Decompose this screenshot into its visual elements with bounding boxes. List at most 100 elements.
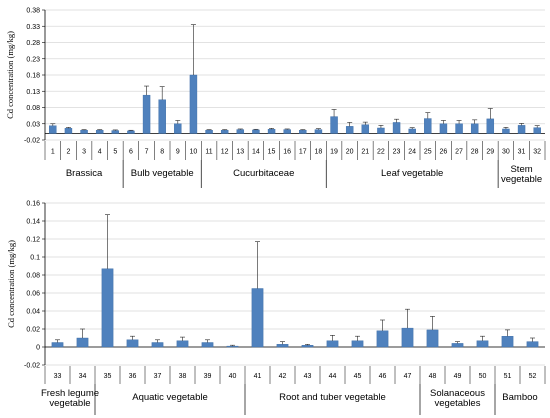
x-tick-label: 37 bbox=[154, 373, 162, 380]
x-tick-label: 46 bbox=[379, 373, 387, 380]
x-tick-label: 26 bbox=[440, 149, 448, 156]
x-tick-label: 14 bbox=[252, 149, 260, 156]
bar bbox=[476, 340, 489, 348]
bar bbox=[470, 123, 479, 134]
bar bbox=[426, 329, 439, 348]
y-tick-label: 0 bbox=[36, 345, 40, 352]
y-tick-label: -0.02 bbox=[24, 363, 40, 370]
bar bbox=[455, 123, 463, 134]
bar bbox=[408, 128, 416, 134]
y-tick-label: 0.04 bbox=[26, 309, 40, 316]
bar bbox=[392, 122, 401, 134]
x-tick-label: 27 bbox=[455, 149, 463, 156]
bar bbox=[361, 124, 370, 134]
y-tick-label: 0.06 bbox=[26, 291, 40, 298]
top-chart: 0.38 0.33 0.28 0.23 0.18 0.13 0.08 0.03 -0.02 Cd … bbox=[5, 8, 546, 188]
x-tick-label: 47 bbox=[404, 373, 412, 380]
x-tick-label: 52 bbox=[529, 373, 537, 380]
bar bbox=[439, 123, 448, 134]
bar bbox=[351, 340, 364, 348]
x-tick-label: 51 bbox=[504, 373, 512, 380]
x-tick-label: 20 bbox=[346, 149, 354, 156]
y-tick-label: 0.08 bbox=[26, 273, 40, 280]
bar bbox=[517, 125, 526, 134]
group-label: Leaf vegetable bbox=[381, 168, 443, 179]
bar bbox=[424, 118, 432, 134]
x-tick-label: 32 bbox=[533, 149, 541, 156]
group-label: Bulb vegetable bbox=[131, 168, 194, 179]
x-tick-label: 17 bbox=[299, 149, 307, 156]
x-tick-label: 31 bbox=[518, 149, 526, 156]
y-tick-label: 0.28 bbox=[26, 40, 40, 47]
bar bbox=[151, 342, 164, 348]
group-label: Brassica bbox=[66, 168, 103, 179]
x-tick-label: 35 bbox=[104, 373, 112, 380]
bar bbox=[314, 129, 323, 134]
x-tick-label: 36 bbox=[129, 373, 137, 380]
bar bbox=[101, 268, 114, 348]
x-tick-label: 34 bbox=[79, 373, 87, 380]
bar bbox=[174, 123, 182, 134]
bar bbox=[377, 127, 385, 134]
bar bbox=[51, 342, 64, 348]
bar bbox=[451, 343, 464, 348]
x-tick-label: 22 bbox=[377, 149, 385, 156]
x-tick-label: 13 bbox=[236, 149, 244, 156]
group-label: Bamboo bbox=[502, 392, 537, 403]
x-tick-label: 11 bbox=[205, 149, 212, 156]
x-tick-label: 39 bbox=[204, 373, 212, 380]
bar bbox=[95, 130, 104, 134]
bar bbox=[127, 130, 135, 134]
bar bbox=[299, 130, 307, 134]
x-tick-label: 28 bbox=[471, 149, 479, 156]
x-tick-label: 48 bbox=[429, 373, 437, 380]
x-tick-label: 23 bbox=[393, 149, 401, 156]
y-tick-label: 0.16 bbox=[26, 201, 40, 208]
bar bbox=[267, 129, 276, 134]
x-tick-label: 38 bbox=[179, 373, 187, 380]
bar bbox=[142, 94, 151, 134]
bar bbox=[176, 340, 189, 348]
y-tick-label: 0.14 bbox=[26, 219, 40, 226]
bar bbox=[76, 337, 89, 348]
bar bbox=[251, 288, 264, 348]
bar bbox=[533, 127, 541, 134]
bar bbox=[301, 345, 314, 348]
bar bbox=[189, 74, 198, 134]
y-tick-label: 0.23 bbox=[26, 56, 40, 63]
x-tick-label: 16 bbox=[283, 149, 291, 156]
x-tick-label: 3 bbox=[82, 149, 86, 156]
bar bbox=[236, 129, 245, 134]
x-tick-label: 49 bbox=[454, 373, 462, 380]
y-tick-label: 0.08 bbox=[26, 105, 40, 112]
x-tick-label: 6 bbox=[129, 149, 133, 156]
x-tick-label: 18 bbox=[315, 149, 323, 156]
y-tick-label: 0.12 bbox=[26, 237, 40, 244]
x-tick-label: 40 bbox=[229, 373, 237, 380]
y-axis-label: Cd concentration (mg/kg) bbox=[6, 240, 16, 328]
group-label: Cucurbitaceae bbox=[233, 168, 294, 179]
x-tick-label: 24 bbox=[408, 149, 416, 156]
x-tick-label: 50 bbox=[479, 373, 487, 380]
bar bbox=[220, 130, 229, 134]
bar bbox=[201, 342, 214, 348]
bar bbox=[226, 345, 239, 348]
bar bbox=[326, 340, 339, 348]
group-label: Aquatic vegetable bbox=[132, 392, 208, 403]
x-tick-label: 1 bbox=[51, 149, 55, 156]
bar bbox=[501, 336, 514, 348]
y-tick-label: 0.13 bbox=[26, 89, 40, 96]
bar bbox=[401, 327, 414, 348]
bar bbox=[111, 130, 120, 134]
y-tick-label: 0.18 bbox=[26, 73, 40, 80]
y-tick-label: 0.02 bbox=[26, 327, 40, 334]
bar bbox=[502, 128, 510, 134]
x-tick-label: 2 bbox=[66, 149, 70, 156]
x-tick-label: 9 bbox=[176, 149, 180, 156]
bar bbox=[126, 339, 139, 348]
y-tick-label: 0.1 bbox=[30, 255, 40, 262]
x-tick-label: 4 bbox=[98, 149, 102, 156]
bar bbox=[330, 116, 338, 134]
group-label: Solanaceous vegetables bbox=[430, 388, 485, 409]
x-tick-label: 33 bbox=[54, 373, 62, 380]
